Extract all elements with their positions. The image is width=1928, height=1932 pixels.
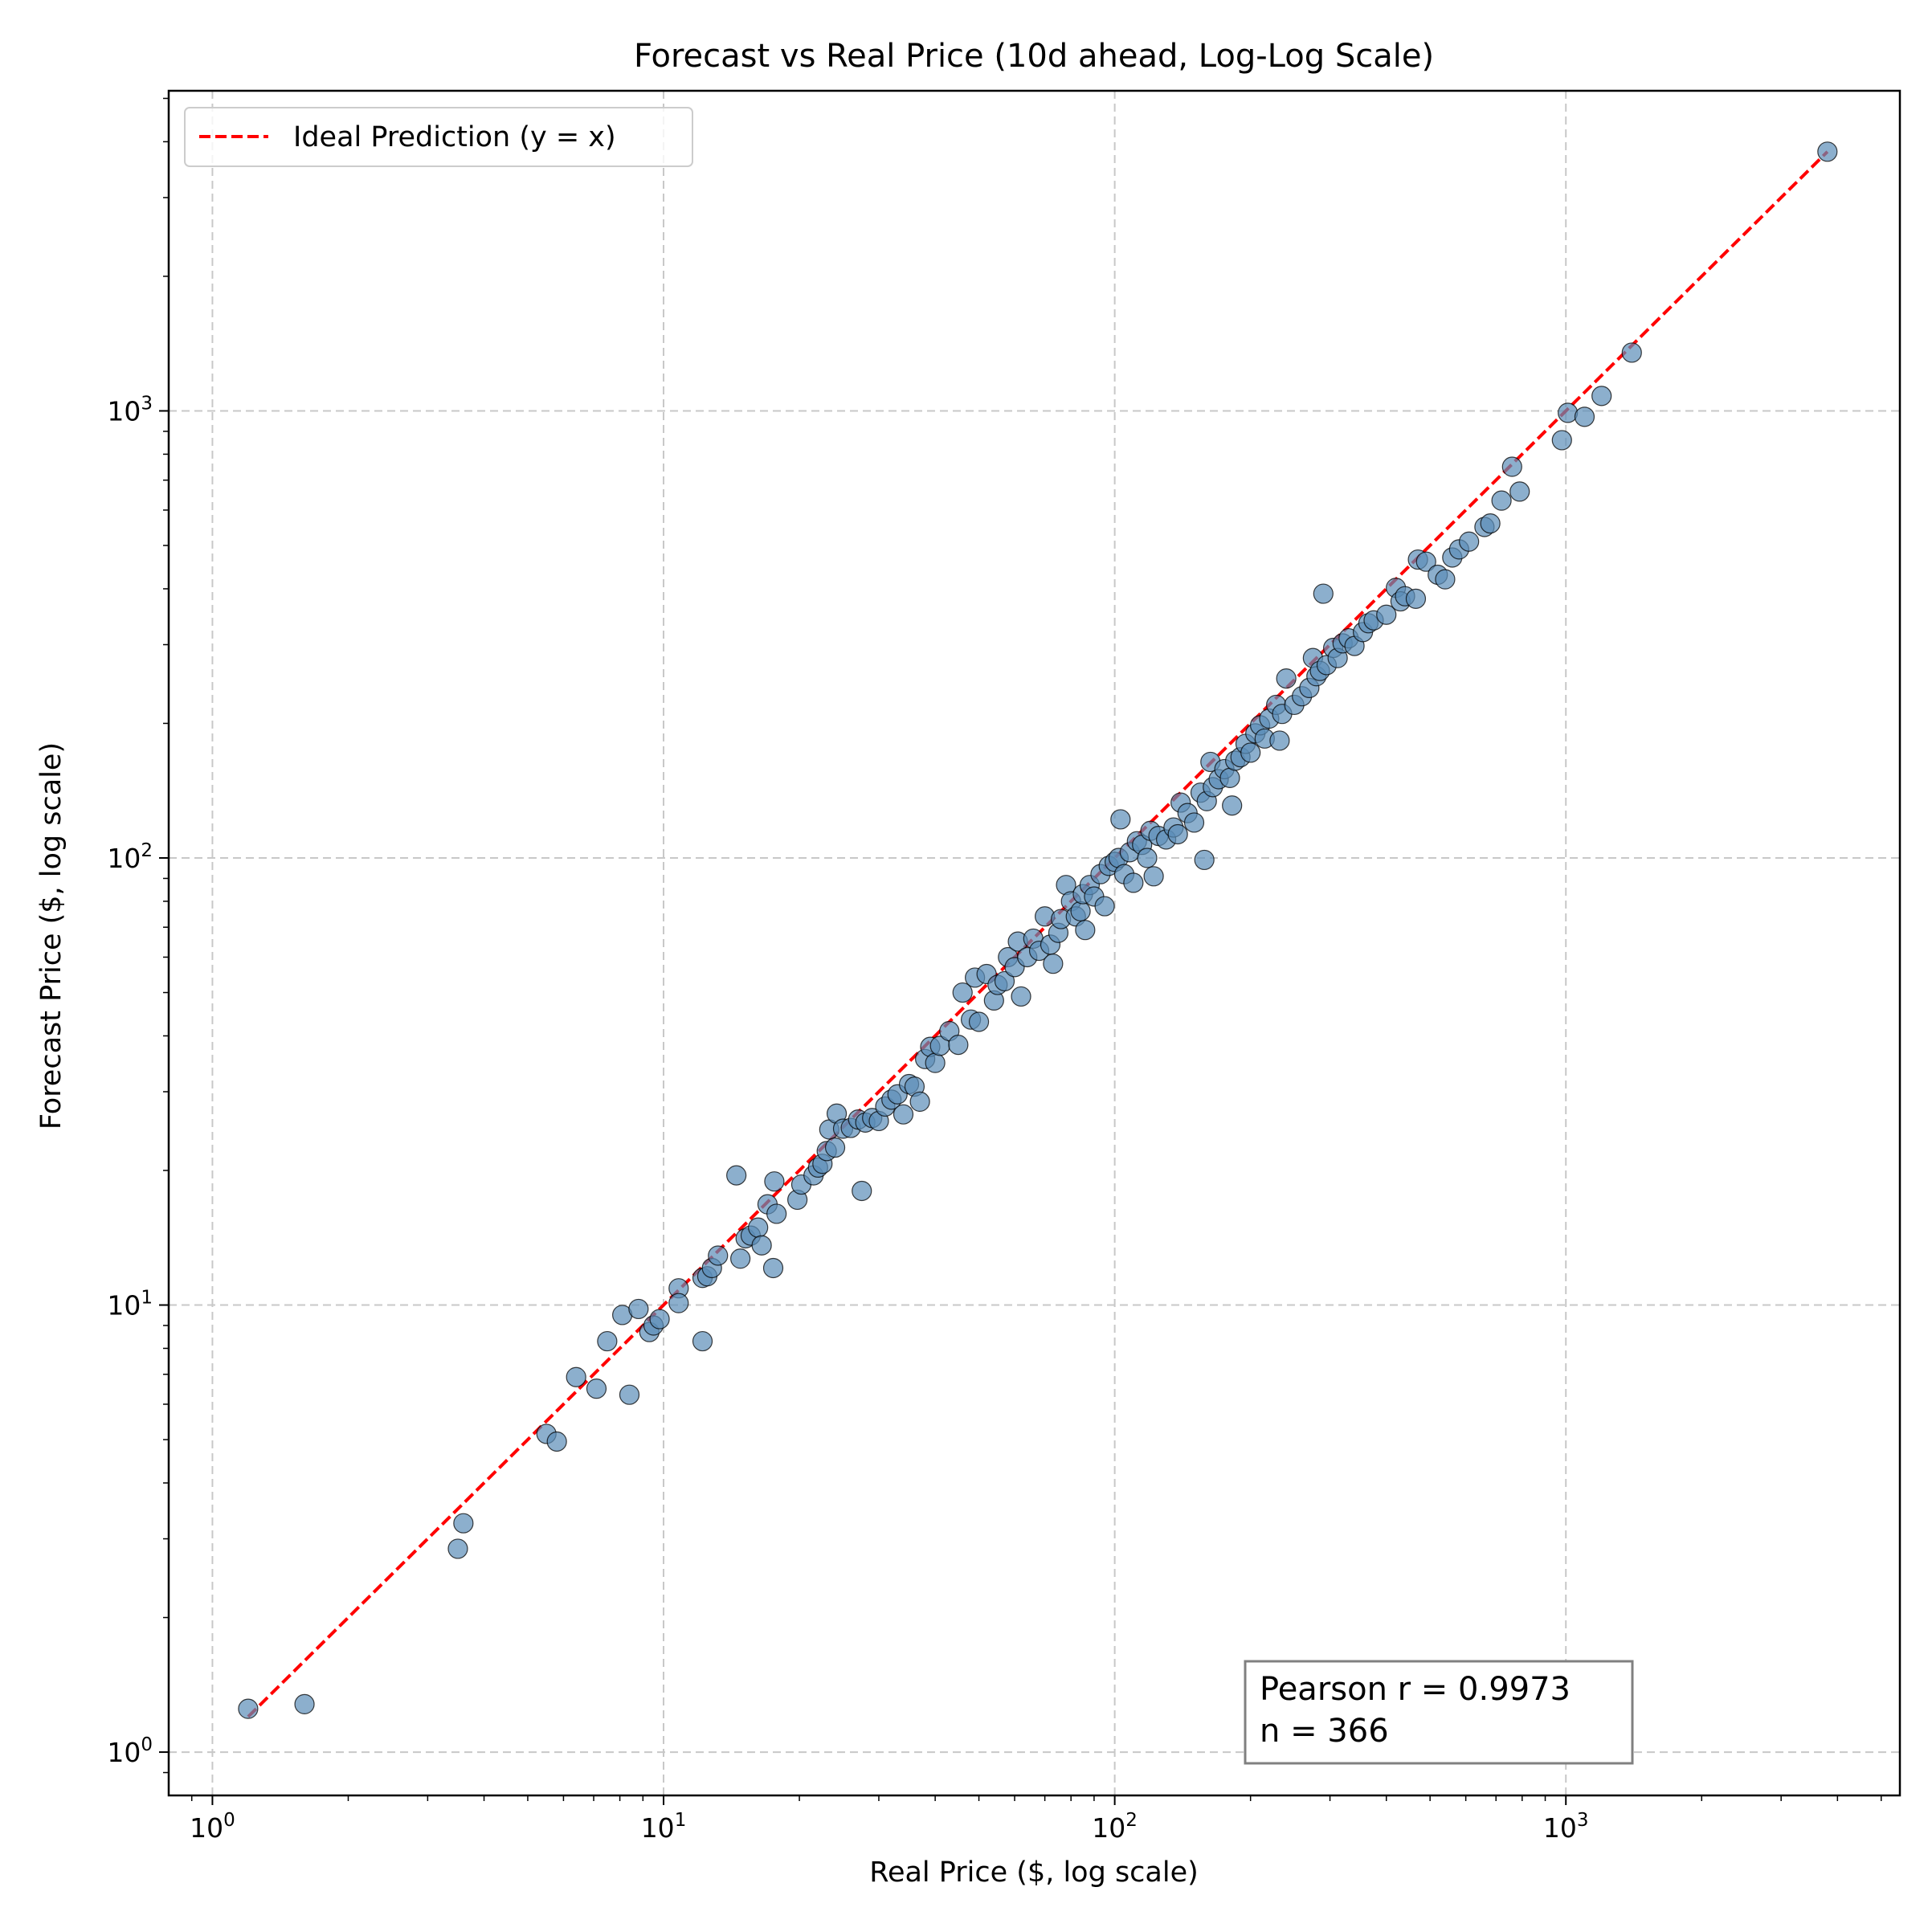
data-point [1817, 141, 1838, 162]
data-point [1405, 588, 1427, 609]
data-point [1558, 402, 1579, 423]
data-point [1110, 809, 1131, 830]
data-point [649, 1309, 670, 1330]
data-point [668, 1293, 689, 1313]
data-point [619, 1384, 640, 1405]
y-axis-label: Forecast Price ($, log scale) [35, 742, 67, 1129]
grid-lines [169, 91, 1900, 1795]
data-point [1043, 954, 1064, 974]
data-points [238, 141, 1838, 1719]
data-point [1123, 872, 1144, 893]
data-point [909, 1091, 930, 1113]
legend-box [184, 107, 693, 167]
data-point [1219, 767, 1240, 789]
sample-count-text: n = 366 [1260, 1713, 1389, 1750]
data-point [1222, 795, 1243, 816]
data-point [1591, 386, 1612, 406]
data-point [1435, 569, 1456, 590]
data-point [447, 1538, 468, 1559]
data-point [730, 1248, 751, 1269]
data-point [1480, 513, 1501, 534]
data-point [1094, 896, 1115, 917]
data-point [628, 1298, 649, 1320]
data-point [1183, 812, 1205, 833]
data-point [597, 1330, 618, 1352]
x-axis-label: Real Price ($, log scale) [869, 1856, 1199, 1889]
y-tick-label: 100 [107, 1734, 153, 1768]
data-point [1070, 901, 1091, 921]
data-point [1011, 986, 1031, 1007]
data-point [1269, 730, 1290, 751]
data-point [1376, 604, 1397, 625]
legend-label: Ideal Prediction (y = x) [293, 121, 616, 153]
data-point [766, 1203, 787, 1224]
data-point [566, 1366, 586, 1387]
y-axis-ticks: 100 101 102 103 [107, 97, 169, 1774]
data-point [968, 1011, 990, 1032]
data-point [453, 1513, 474, 1534]
plot-frame [167, 89, 1901, 1797]
data-point [546, 1431, 567, 1452]
data-point [726, 1165, 747, 1186]
data-point [1551, 430, 1572, 451]
data-point [1167, 823, 1188, 845]
x-tick-label: 102 [1092, 1810, 1138, 1844]
legend: Ideal Prediction (y = x) [184, 107, 693, 167]
data-point [952, 982, 973, 1003]
data-point [994, 970, 1015, 992]
data-point [692, 1330, 713, 1352]
data-point [764, 1171, 785, 1192]
pearson-r-text: Pearson r = 0.9973 [1260, 1671, 1571, 1708]
data-point [1491, 490, 1512, 511]
y-tick-label: 103 [107, 393, 153, 427]
data-point [1143, 866, 1164, 887]
data-point [1501, 456, 1522, 477]
y-tick-label: 102 [107, 840, 153, 874]
data-point [1459, 531, 1480, 552]
data-point [1276, 668, 1297, 689]
data-point [1415, 551, 1436, 572]
data-point [1240, 742, 1261, 763]
data-point [748, 1217, 769, 1238]
data-point [948, 1035, 969, 1056]
x-tick-label: 101 [641, 1810, 687, 1844]
data-point [751, 1235, 772, 1256]
data-point [1313, 583, 1334, 604]
data-point [925, 1052, 946, 1073]
stats-box [1244, 1660, 1634, 1765]
data-point [1574, 406, 1595, 427]
data-point [852, 1180, 872, 1202]
data-point [586, 1379, 607, 1399]
data-point [824, 1137, 846, 1158]
y-tick-label: 101 [107, 1288, 153, 1321]
x-tick-label: 100 [190, 1810, 235, 1844]
data-point [1621, 342, 1642, 363]
stats-annotation: Pearson r = 0.9973 n = 366 [1244, 1660, 1634, 1765]
data-point [1137, 848, 1158, 868]
data-point [1194, 849, 1215, 871]
chart-title: Forecast vs Real Price (10d ahead, Log-L… [634, 38, 1434, 75]
data-point [708, 1245, 729, 1266]
data-point [1509, 481, 1530, 502]
data-point [294, 1693, 315, 1715]
data-point [893, 1104, 914, 1125]
x-tick-label: 103 [1543, 1810, 1589, 1844]
x-axis-ticks: 100 101 102 103 [190, 1795, 1882, 1844]
data-point [762, 1257, 784, 1279]
data-point [238, 1698, 259, 1719]
data-point [1075, 920, 1096, 941]
